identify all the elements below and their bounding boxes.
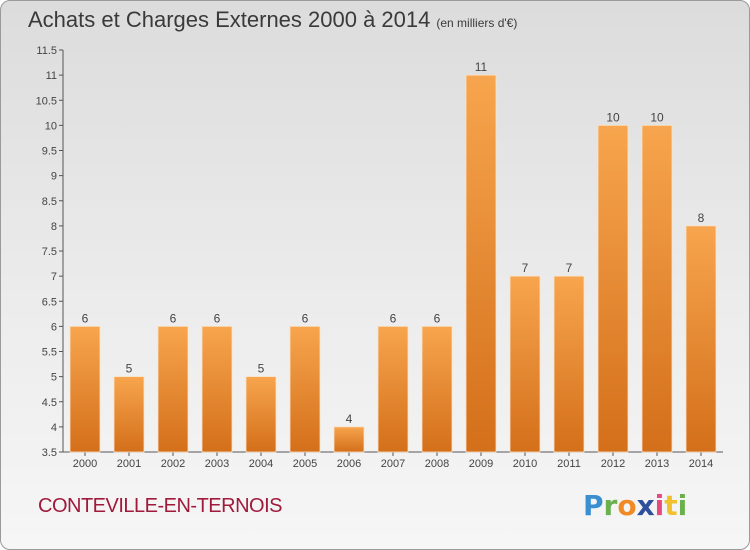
data-labels: 6 5 6 6 5 6 4 6 6 11 7 7 10 10 8 (82, 60, 705, 426)
logo-letter: t (664, 489, 678, 522)
y-tick-label: 11.5 (36, 45, 57, 57)
y-tick-label: 10.5 (36, 95, 57, 107)
data-label: 8 (698, 211, 705, 225)
y-tick-label: 3.5 (42, 447, 57, 459)
y-tick-label: 5 (51, 372, 57, 384)
y-tick-label: 7.5 (42, 246, 57, 258)
x-tick-label: 2007 (381, 458, 405, 470)
x-tick-label: 2012 (601, 458, 625, 470)
y-tick-label: 11 (46, 70, 57, 82)
x-tick-label: 2009 (469, 458, 493, 470)
bar (333, 426, 365, 453)
chart-title: Achats et Charges Externes 2000 à 2014 (e… (28, 7, 517, 33)
data-label: 7 (566, 261, 573, 275)
data-label: 11 (475, 60, 488, 74)
logo-letter: P (583, 489, 604, 522)
data-label: 7 (522, 261, 529, 275)
data-label: 6 (170, 311, 177, 325)
bar (641, 124, 673, 453)
x-tick-label: 2010 (513, 458, 537, 470)
data-label: 6 (434, 311, 441, 325)
y-tick-label: 5.5 (42, 347, 57, 359)
chart-subtitle: (en milliers d'€) (436, 16, 518, 30)
bar (289, 325, 321, 453)
x-tick-label: 2005 (293, 458, 317, 470)
data-label: 5 (126, 362, 133, 376)
x-tick-label: 2006 (337, 458, 361, 470)
y-tick-label: 7 (51, 271, 57, 283)
bar (201, 325, 233, 453)
data-label: 5 (258, 362, 265, 376)
logo-letter: x (636, 489, 655, 522)
commune-name: CONTEVILLE-EN-TERNOIS (38, 495, 282, 517)
x-tick-label: 2003 (205, 458, 229, 470)
bar (157, 325, 189, 453)
bar (553, 275, 585, 453)
bar (597, 124, 629, 453)
data-label: 6 (390, 311, 397, 325)
y-tick-label: 9 (51, 171, 57, 183)
data-label: 6 (82, 311, 89, 325)
y-tick-label: 9.5 (42, 146, 57, 158)
bars (69, 74, 717, 453)
x-tick-label: 2002 (161, 458, 185, 470)
proxiti-logo: Proxiti (583, 489, 687, 522)
x-tick-label: 2011 (557, 458, 581, 470)
x-tick-label: 2013 (645, 458, 669, 470)
y-tick-label: 8.5 (42, 196, 57, 208)
bar (465, 74, 497, 453)
y-axis: 3.5 4 4.5 5 5.5 6 6.5 7 7.5 8 8.5 9 9.5 10 10.5 11 11.5 (36, 45, 64, 459)
y-tick-label: 8 (51, 221, 57, 233)
x-tick-label: 2000 (73, 458, 97, 470)
y-tick-label: 6 (51, 321, 57, 333)
logo-letter: r (603, 489, 618, 522)
x-axis: 2000 2001 2002 2003 2004 2005 2006 2007 2008 2009… (63, 451, 723, 470)
y-tick-label: 4.5 (42, 397, 57, 409)
y-tick-label: 6.5 (42, 296, 57, 308)
logo-letter: o (617, 489, 637, 522)
logo-letter: i (654, 489, 665, 522)
bar (69, 325, 101, 453)
bar (509, 275, 541, 453)
bar (685, 225, 717, 453)
bar (113, 376, 145, 453)
chart-title-text: Achats et Charges Externes 2000 à 2014 (28, 7, 431, 32)
x-tick-label: 2001 (117, 458, 141, 470)
y-tick-label: 10 (45, 120, 57, 132)
bar (245, 376, 277, 453)
bar (421, 325, 453, 453)
data-label: 6 (302, 311, 309, 325)
logo-letter: i (677, 489, 688, 522)
bar (377, 325, 409, 453)
data-label: 4 (346, 412, 353, 426)
data-label: 10 (606, 110, 620, 124)
x-tick-label: 2014 (689, 458, 713, 470)
data-label: 6 (214, 311, 221, 325)
x-tick-label: 2008 (425, 458, 449, 470)
x-tick-label: 2004 (249, 458, 273, 470)
data-label: 10 (650, 110, 664, 124)
y-tick-label: 4 (51, 422, 57, 434)
